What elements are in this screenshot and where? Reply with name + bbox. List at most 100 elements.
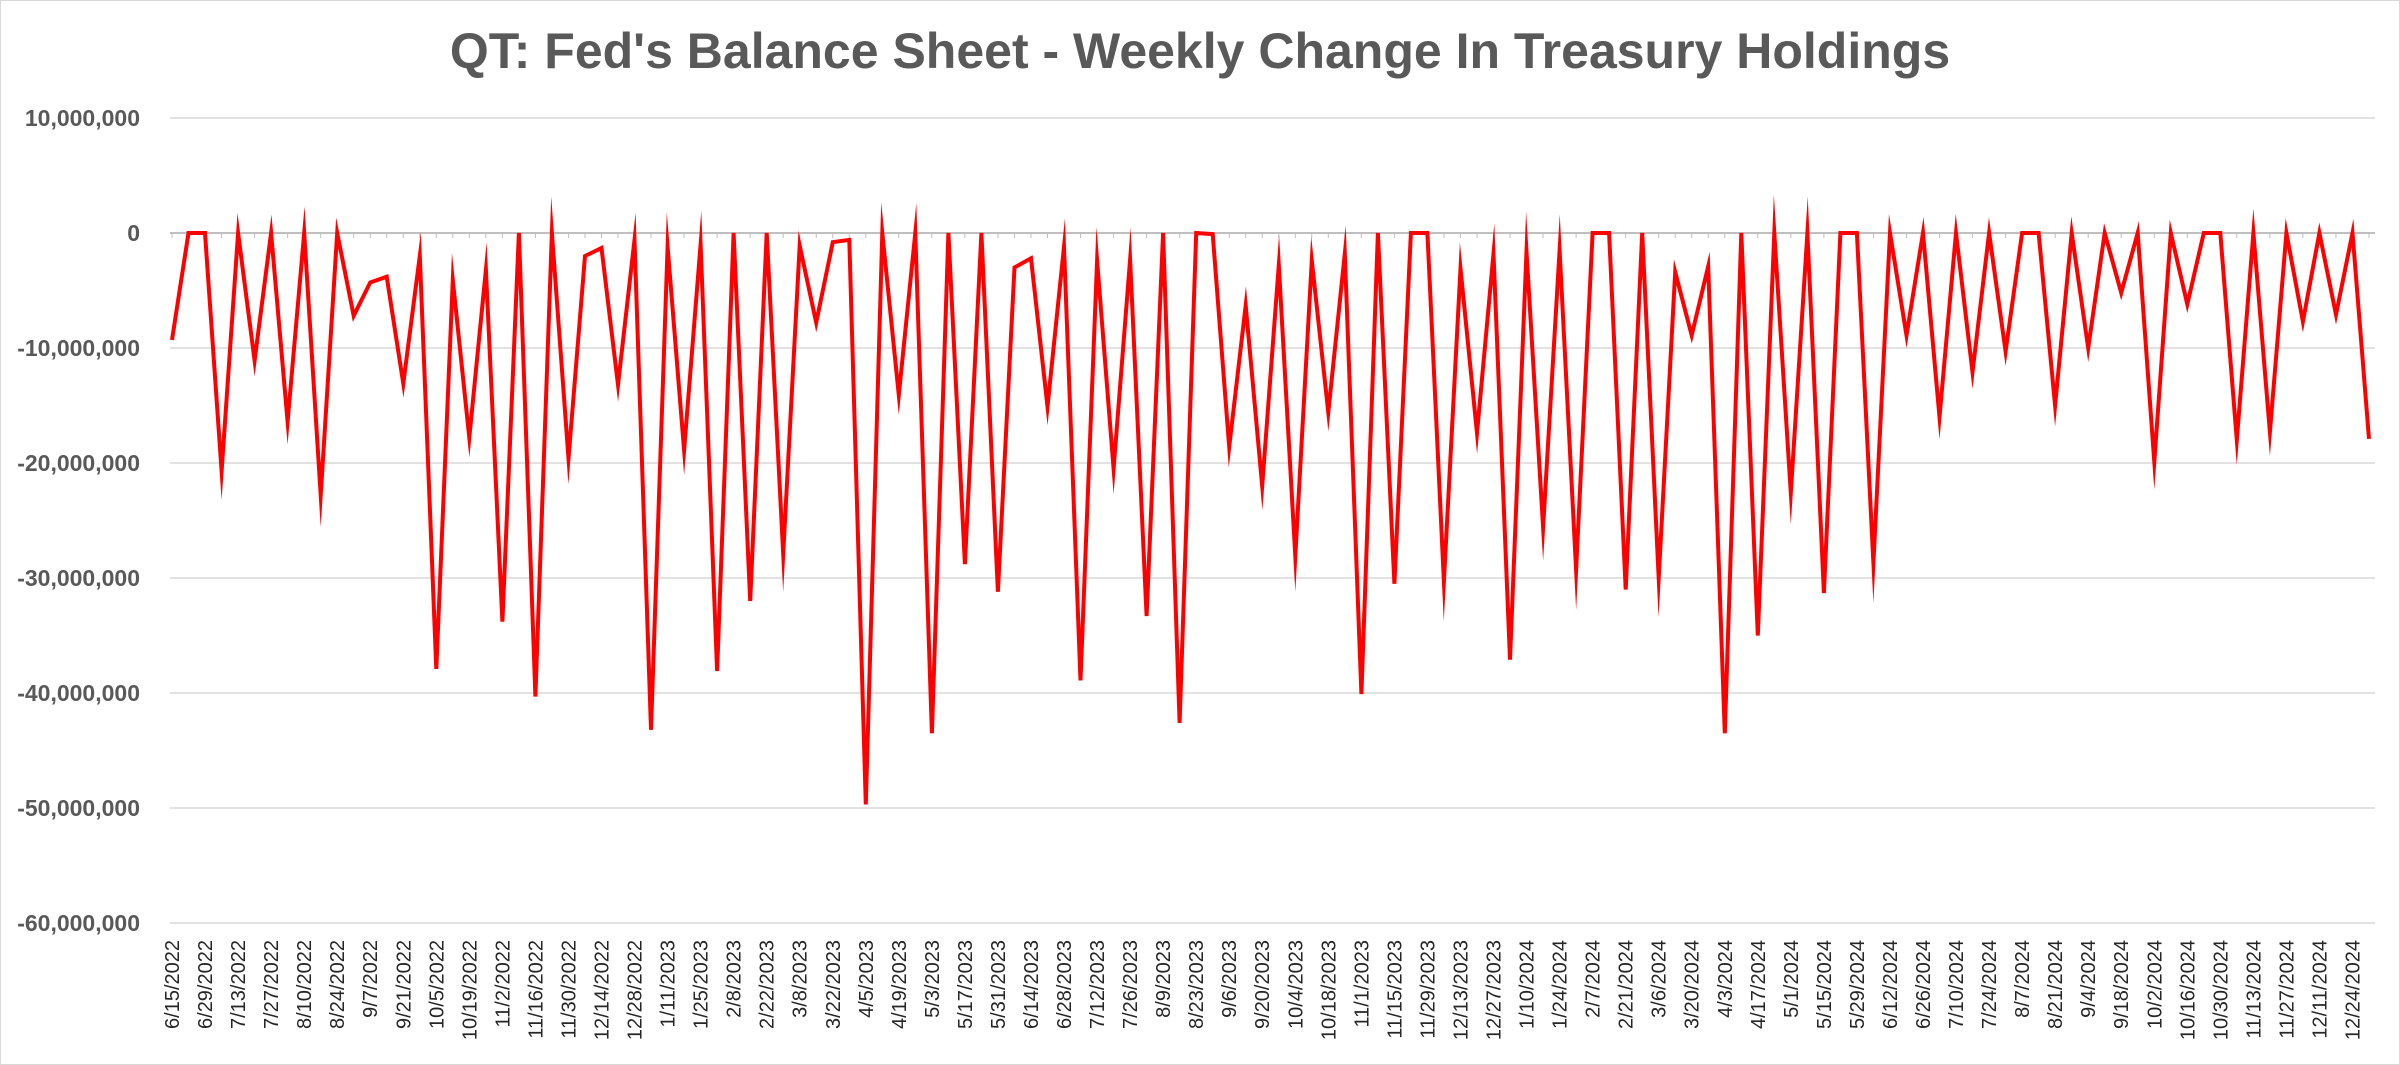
x-tick-label: 11/1/2023 [1351,940,1373,1028]
x-tick-label: 7/26/2023 [1120,940,1142,1029]
data-point [286,420,290,424]
x-tick-label: 2/21/2024 [1616,940,1638,1029]
x-tick-label: 2/8/2023 [724,940,746,1018]
y-tick-label: -20,000,000 [17,450,140,476]
data-point [187,231,191,235]
data-point [880,231,884,235]
x-tick-label: 10/2/2024 [2144,940,2166,1029]
x-tick-label: 5/17/2023 [955,940,977,1029]
data-point [1062,245,1066,249]
data-point [996,590,1000,594]
x-tick-label: 5/31/2023 [988,940,1010,1029]
data-point [781,552,785,556]
x-tick-label: 9/21/2022 [393,940,415,1029]
data-point [864,803,868,807]
data-point [2334,313,2338,317]
data-point [699,243,703,247]
x-tick-label: 11/30/2022 [558,940,580,1039]
weekly-change-line [170,194,2371,805]
gridlines [170,117,2375,924]
data-point [1954,231,1958,235]
data-point [765,231,769,235]
data-point [1145,614,1149,618]
y-tick-label: 10,000,000 [25,105,140,131]
x-tick-label: 2/7/2024 [1583,940,1605,1018]
data-point [1211,232,1215,236]
x-tick-label: 10/18/2023 [1318,940,1340,1040]
data-point [2367,437,2371,441]
data-point [2119,291,2123,295]
data-point [732,231,736,235]
x-tick-label: 9/7/2022 [360,940,382,1018]
x-tick-label: 6/14/2023 [1021,940,1043,1029]
data-point [2020,231,2024,235]
data-point [831,240,835,244]
x-tick-label: 2/22/2023 [757,940,779,1029]
x-tick-label: 6/15/2022 [162,940,184,1029]
data-point [2070,231,2074,235]
x-tick-label: 9/4/2024 [2078,940,2100,1018]
data-point [1871,561,1875,565]
data-point [1492,252,1496,256]
data-point [1012,266,1016,270]
data-point [2053,404,2057,408]
data-point [1838,231,1842,235]
x-tick-label: 10/5/2022 [426,940,448,1029]
x-tick-label: 10/30/2024 [2210,940,2232,1040]
data-point [599,246,603,250]
x-tick-label: 8/7/2024 [2012,940,2034,1018]
data-point [319,493,323,497]
data-point [1310,259,1314,263]
y-tick-label: 0 [127,220,140,246]
x-tick-label: 4/5/2023 [856,940,878,1018]
data-point [253,359,257,363]
x-tick-label: 5/15/2024 [1814,940,1836,1029]
data-point [451,278,455,282]
data-point [500,620,504,624]
data-point [897,393,901,397]
x-tick-label: 8/10/2022 [294,940,316,1029]
data-point [220,469,224,473]
data-point [550,231,554,235]
data-point [2350,231,2354,235]
x-tick-label: 9/18/2024 [2111,940,2133,1029]
data-point [1723,731,1727,735]
series-line [170,194,2371,805]
x-tick-label: 1/10/2024 [1517,940,1539,1029]
data-point [2235,438,2239,442]
x-tick-label: 4/3/2024 [1715,940,1737,1018]
data-point [1591,231,1595,235]
x-tick-label: 11/27/2024 [2276,940,2298,1039]
data-point [1607,231,1611,235]
data-point [1227,445,1231,449]
data-point [1376,231,1380,235]
x-tick-label: 7/10/2024 [1946,940,1968,1029]
x-tick-label: 7/24/2024 [1979,940,2001,1029]
data-point [170,338,174,342]
data-point [946,231,950,235]
data-point [2004,349,2008,353]
data-point [2103,231,2107,235]
data-point [269,231,273,235]
x-axis [170,232,2375,238]
data-point [2301,320,2305,324]
data-point [1244,303,1248,307]
x-tick-label: 4/19/2023 [889,940,911,1029]
data-point [666,245,670,249]
x-tick-label: 10/4/2023 [1285,940,1307,1029]
y-tick-label: -10,000,000 [17,335,140,361]
data-point [583,254,587,258]
data-point [1045,405,1049,409]
x-tick-label: 12/24/2024 [2342,940,2364,1040]
data-point [1343,252,1347,256]
data-point [1458,267,1462,271]
data-point [401,382,405,386]
data-point [1574,568,1578,572]
data-point [368,280,372,284]
data-point [335,231,339,235]
x-tick-label: 9/6/2023 [1219,940,1241,1018]
data-point [418,254,422,258]
data-point [963,562,967,566]
data-point [1739,231,1743,235]
data-point [1079,678,1083,682]
